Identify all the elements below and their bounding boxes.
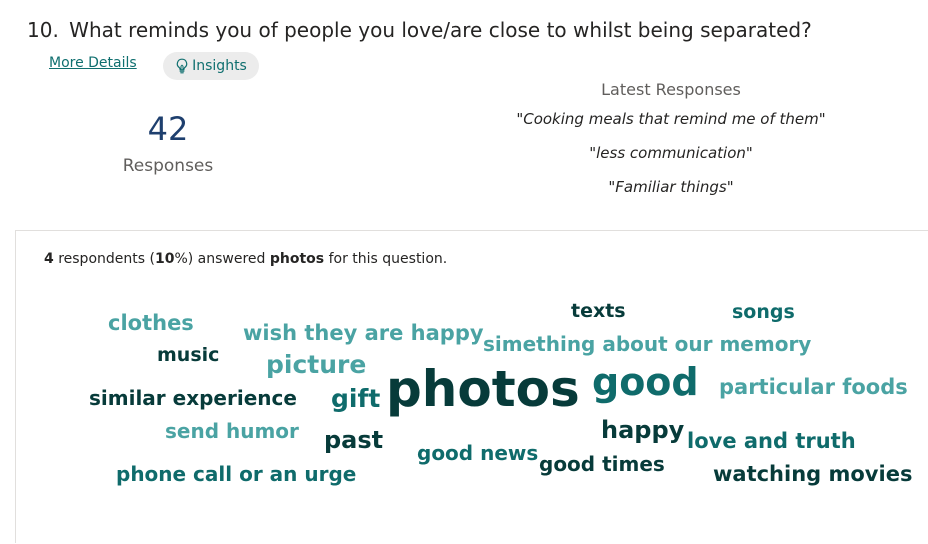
- summary-word: photos: [269, 251, 325, 267]
- word-cloud-word[interactable]: similar experience: [89, 386, 297, 410]
- summary-text-3: for this question.: [324, 251, 448, 267]
- summary-text-1: respondents (: [53, 251, 155, 267]
- word-cloud-word[interactable]: past: [324, 426, 384, 454]
- word-cloud-word[interactable]: phone call or an urge: [116, 462, 357, 486]
- word-cloud: clothes wish they are happy texts songs …: [16, 231, 928, 544]
- lightbulb-icon: [175, 58, 189, 74]
- word-cloud-word[interactable]: music: [157, 344, 220, 366]
- question-title: 10. What reminds you of people you love/…: [27, 18, 812, 42]
- word-cloud-word[interactable]: love and truth: [687, 429, 856, 453]
- question-number: 10.: [27, 18, 59, 42]
- word-cloud-word[interactable]: wish they are happy: [243, 321, 484, 345]
- word-cloud-word[interactable]: good: [592, 360, 699, 404]
- latest-response-item: "less communication": [589, 144, 753, 162]
- response-count-label: Responses: [122, 156, 214, 176]
- word-cloud-word[interactable]: good times: [539, 452, 665, 476]
- summary-count: 4: [44, 251, 54, 267]
- more-details-link[interactable]: More Details: [49, 55, 137, 71]
- word-cloud-word[interactable]: gift: [331, 384, 381, 413]
- word-cloud-word[interactable]: songs: [732, 301, 795, 323]
- word-cloud-word[interactable]: happy: [601, 416, 685, 444]
- question-text: What reminds you of people you love/are …: [69, 18, 812, 42]
- word-cloud-word[interactable]: picture: [266, 350, 367, 379]
- word-cloud-word[interactable]: photos: [386, 360, 580, 418]
- word-cloud-word[interactable]: clothes: [108, 311, 194, 335]
- word-cloud-word[interactable]: watching movies: [713, 462, 913, 486]
- word-cloud-word[interactable]: send humor: [165, 419, 299, 443]
- word-cloud-word[interactable]: good news: [417, 441, 539, 465]
- summary-text-2: %) answered: [174, 251, 270, 267]
- word-cloud-word[interactable]: texts: [571, 300, 626, 322]
- response-count: 42: [147, 110, 189, 148]
- latest-responses-title: Latest Responses: [601, 80, 741, 99]
- latest-response-item: "Familiar things": [608, 178, 734, 196]
- word-cloud-panel: 4 respondents (10%) answered photos for …: [15, 230, 928, 543]
- answer-summary: 4 respondents (10%) answered photos for …: [44, 251, 447, 267]
- word-cloud-word[interactable]: simething about our memory: [483, 332, 812, 356]
- latest-response-item: "Cooking meals that remind me of them": [516, 110, 826, 128]
- word-cloud-word[interactable]: particular foods: [719, 375, 908, 399]
- summary-percent: 10: [154, 251, 175, 267]
- insights-button[interactable]: Insights: [163, 52, 259, 80]
- insights-label: Insights: [192, 58, 247, 74]
